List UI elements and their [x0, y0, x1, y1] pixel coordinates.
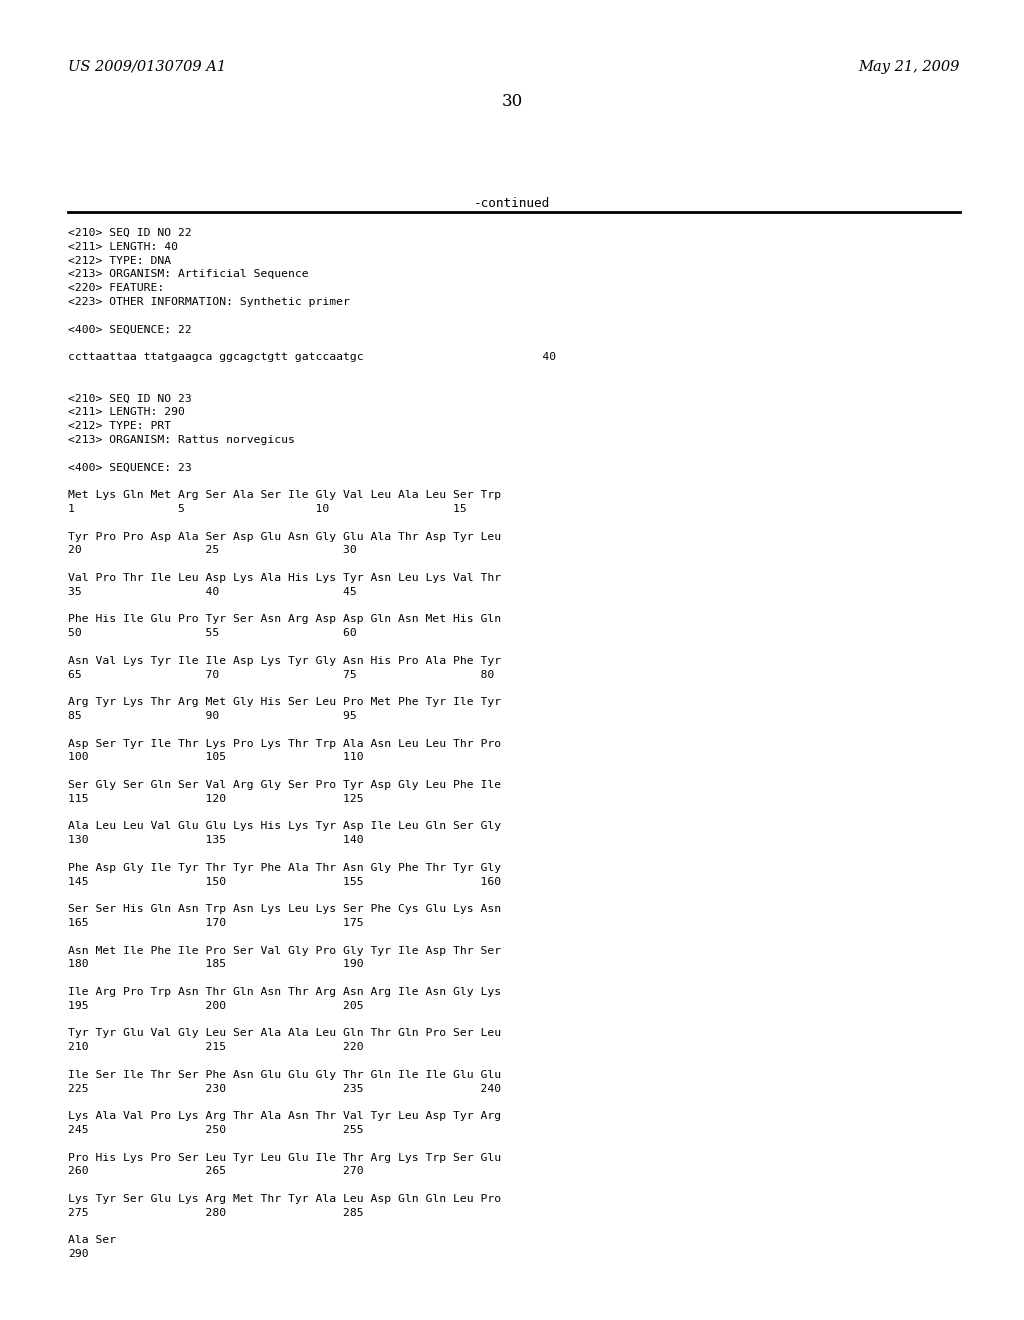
Text: <212> TYPE: PRT: <212> TYPE: PRT: [68, 421, 171, 432]
Text: Phe His Ile Glu Pro Tyr Ser Asn Arg Asp Asp Gln Asn Met His Gln: Phe His Ile Glu Pro Tyr Ser Asn Arg Asp …: [68, 614, 501, 624]
Text: <210> SEQ ID NO 22: <210> SEQ ID NO 22: [68, 228, 191, 238]
Text: ccttaattaa ttatgaagca ggcagctgtt gatccaatgc                          40: ccttaattaa ttatgaagca ggcagctgtt gatccaa…: [68, 352, 556, 362]
Text: <220> FEATURE:: <220> FEATURE:: [68, 284, 164, 293]
Text: 30: 30: [502, 92, 522, 110]
Text: <212> TYPE: DNA: <212> TYPE: DNA: [68, 256, 171, 265]
Text: 275                 280                 285: 275 280 285: [68, 1208, 364, 1218]
Text: 65                  70                  75                  80: 65 70 75 80: [68, 669, 495, 680]
Text: <210> SEQ ID NO 23: <210> SEQ ID NO 23: [68, 393, 191, 404]
Text: 115                 120                 125: 115 120 125: [68, 793, 364, 804]
Text: 35                  40                  45: 35 40 45: [68, 587, 356, 597]
Text: Met Lys Gln Met Arg Ser Ala Ser Ile Gly Val Leu Ala Leu Ser Trp: Met Lys Gln Met Arg Ser Ala Ser Ile Gly …: [68, 490, 501, 500]
Text: Phe Asp Gly Ile Tyr Thr Tyr Phe Ala Thr Asn Gly Phe Thr Tyr Gly: Phe Asp Gly Ile Tyr Thr Tyr Phe Ala Thr …: [68, 863, 501, 873]
Text: May 21, 2009: May 21, 2009: [859, 59, 961, 74]
Text: Ile Ser Ile Thr Ser Phe Asn Glu Glu Gly Thr Gln Ile Ile Glu Glu: Ile Ser Ile Thr Ser Phe Asn Glu Glu Gly …: [68, 1069, 501, 1080]
Text: <213> ORGANISM: Artificial Sequence: <213> ORGANISM: Artificial Sequence: [68, 269, 308, 280]
Text: 225                 230                 235                 240: 225 230 235 240: [68, 1084, 501, 1093]
Text: 165                 170                 175: 165 170 175: [68, 917, 364, 928]
Text: 130                 135                 140: 130 135 140: [68, 836, 364, 845]
Text: Ser Ser His Gln Asn Trp Asn Lys Leu Lys Ser Phe Cys Glu Lys Asn: Ser Ser His Gln Asn Trp Asn Lys Leu Lys …: [68, 904, 501, 915]
Text: <400> SEQUENCE: 23: <400> SEQUENCE: 23: [68, 462, 191, 473]
Text: <223> OTHER INFORMATION: Synthetic primer: <223> OTHER INFORMATION: Synthetic prime…: [68, 297, 350, 308]
Text: Ser Gly Ser Gln Ser Val Arg Gly Ser Pro Tyr Asp Gly Leu Phe Ile: Ser Gly Ser Gln Ser Val Arg Gly Ser Pro …: [68, 780, 501, 789]
Text: Asn Val Lys Tyr Ile Ile Asp Lys Tyr Gly Asn His Pro Ala Phe Tyr: Asn Val Lys Tyr Ile Ile Asp Lys Tyr Gly …: [68, 656, 501, 665]
Text: 50                  55                  60: 50 55 60: [68, 628, 356, 638]
Text: Val Pro Thr Ile Leu Asp Lys Ala His Lys Tyr Asn Leu Lys Val Thr: Val Pro Thr Ile Leu Asp Lys Ala His Lys …: [68, 573, 501, 583]
Text: US 2009/0130709 A1: US 2009/0130709 A1: [68, 59, 226, 74]
Text: Lys Tyr Ser Glu Lys Arg Met Thr Tyr Ala Leu Asp Gln Gln Leu Pro: Lys Tyr Ser Glu Lys Arg Met Thr Tyr Ala …: [68, 1195, 501, 1204]
Text: Asn Met Ile Phe Ile Pro Ser Val Gly Pro Gly Tyr Ile Asp Thr Ser: Asn Met Ile Phe Ile Pro Ser Val Gly Pro …: [68, 945, 501, 956]
Text: 195                 200                 205: 195 200 205: [68, 1001, 364, 1011]
Text: Arg Tyr Lys Thr Arg Met Gly His Ser Leu Pro Met Phe Tyr Ile Tyr: Arg Tyr Lys Thr Arg Met Gly His Ser Leu …: [68, 697, 501, 708]
Text: Ala Ser: Ala Ser: [68, 1236, 116, 1245]
Text: 290: 290: [68, 1249, 89, 1259]
Text: Ala Leu Leu Val Glu Glu Lys His Lys Tyr Asp Ile Leu Gln Ser Gly: Ala Leu Leu Val Glu Glu Lys His Lys Tyr …: [68, 821, 501, 832]
Text: 180                 185                 190: 180 185 190: [68, 960, 364, 969]
Text: 1               5                   10                  15: 1 5 10 15: [68, 504, 467, 513]
Text: Asp Ser Tyr Ile Thr Lys Pro Lys Thr Trp Ala Asn Leu Leu Thr Pro: Asp Ser Tyr Ile Thr Lys Pro Lys Thr Trp …: [68, 739, 501, 748]
Text: 100                 105                 110: 100 105 110: [68, 752, 364, 763]
Text: 145                 150                 155                 160: 145 150 155 160: [68, 876, 501, 887]
Text: <211> LENGTH: 40: <211> LENGTH: 40: [68, 242, 178, 252]
Text: -continued: -continued: [474, 197, 550, 210]
Text: <211> LENGTH: 290: <211> LENGTH: 290: [68, 408, 185, 417]
Text: 210                 215                 220: 210 215 220: [68, 1043, 364, 1052]
Text: Pro His Lys Pro Ser Leu Tyr Leu Glu Ile Thr Arg Lys Trp Ser Glu: Pro His Lys Pro Ser Leu Tyr Leu Glu Ile …: [68, 1152, 501, 1163]
Text: 20                  25                  30: 20 25 30: [68, 545, 356, 556]
Text: <400> SEQUENCE: 22: <400> SEQUENCE: 22: [68, 325, 191, 334]
Text: Tyr Tyr Glu Val Gly Leu Ser Ala Ala Leu Gln Thr Gln Pro Ser Leu: Tyr Tyr Glu Val Gly Leu Ser Ala Ala Leu …: [68, 1028, 501, 1039]
Text: Lys Ala Val Pro Lys Arg Thr Ala Asn Thr Val Tyr Leu Asp Tyr Arg: Lys Ala Val Pro Lys Arg Thr Ala Asn Thr …: [68, 1111, 501, 1121]
Text: 245                 250                 255: 245 250 255: [68, 1125, 364, 1135]
Text: <213> ORGANISM: Rattus norvegicus: <213> ORGANISM: Rattus norvegicus: [68, 436, 295, 445]
Text: 260                 265                 270: 260 265 270: [68, 1167, 364, 1176]
Text: Ile Arg Pro Trp Asn Thr Gln Asn Thr Arg Asn Arg Ile Asn Gly Lys: Ile Arg Pro Trp Asn Thr Gln Asn Thr Arg …: [68, 987, 501, 997]
Text: Tyr Pro Pro Asp Ala Ser Asp Glu Asn Gly Glu Ala Thr Asp Tyr Leu: Tyr Pro Pro Asp Ala Ser Asp Glu Asn Gly …: [68, 532, 501, 541]
Text: 85                  90                  95: 85 90 95: [68, 711, 356, 721]
